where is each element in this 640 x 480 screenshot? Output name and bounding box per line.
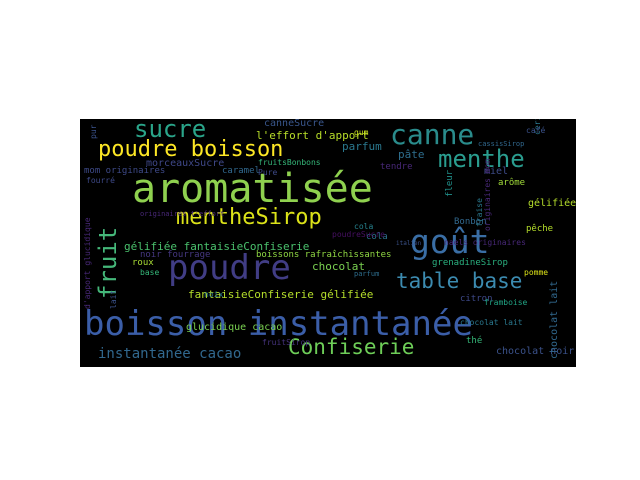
word: lait [109,289,118,309]
word: noir fourrage [140,250,211,260]
word: chocolat [312,260,365,273]
word: parfum [342,140,382,153]
word: pomme [524,268,549,277]
word: canne [390,119,475,151]
word: Pure [258,168,278,177]
word: framboise [484,298,528,307]
word: gum [354,128,369,137]
word: pâte [398,148,425,161]
word: instantanée cacao [98,346,242,362]
word: chocolat lait [549,280,560,359]
word: thé [466,336,483,346]
word: mom originaires [84,166,166,176]
word: Bonbon [454,217,487,227]
word: roux [132,258,154,268]
word: fruitSirop [262,338,311,347]
word: originaires mom [483,158,492,231]
word: fruitsBonbons [258,158,321,167]
word: poudre boisson [98,137,284,162]
word: base [140,268,160,277]
word: gélifiée [528,198,576,209]
word: canneSucre [264,119,325,129]
word: fleur [445,169,455,197]
word: grenadineSirop [432,258,508,268]
word: gélifiée fantaisieConfiserie [124,240,310,253]
word: Confiserie [288,335,415,359]
word: chocolat lait [460,318,523,327]
word: fantaisieConfiserie gélifiée [188,288,374,301]
word: tendre [380,162,413,172]
word: aromatisée [132,166,373,212]
word: goût [410,222,490,261]
word: glucidique cacao [186,322,283,333]
word: boissons rafraîchissantes [256,250,392,260]
word: boisson instantanée [84,304,473,344]
word: miel [484,166,509,177]
word: morceauxSucre [146,158,225,169]
word: poudre [168,248,291,288]
word: menthe [438,145,525,173]
word: naels originaires [444,238,526,247]
word: fourré [86,176,115,185]
word: l'effort d'apport [256,129,369,142]
word: cassisSirop [478,140,525,148]
word: fruit [94,226,122,299]
word: arôme [498,178,526,188]
word: originaires t'effort [140,210,225,218]
word: d'apport glucidique [83,217,92,309]
word: pêche [526,224,554,234]
word: table base [396,269,523,293]
word: cola [354,222,374,231]
word: citron [460,294,493,304]
word: cola [366,232,388,242]
word: sucre [134,119,207,143]
word: chocolat noir [496,346,575,357]
word: poudreSucre [332,230,385,239]
word-cloud: aromatisée boisson instantanée poudre go… [80,119,576,367]
word: pur [89,124,98,139]
word: italien [396,240,422,247]
word: noix [204,290,224,299]
word: café [526,126,546,135]
word: caramel [222,166,260,176]
word: mentheSirop [176,205,322,230]
word: parfum [354,270,380,278]
